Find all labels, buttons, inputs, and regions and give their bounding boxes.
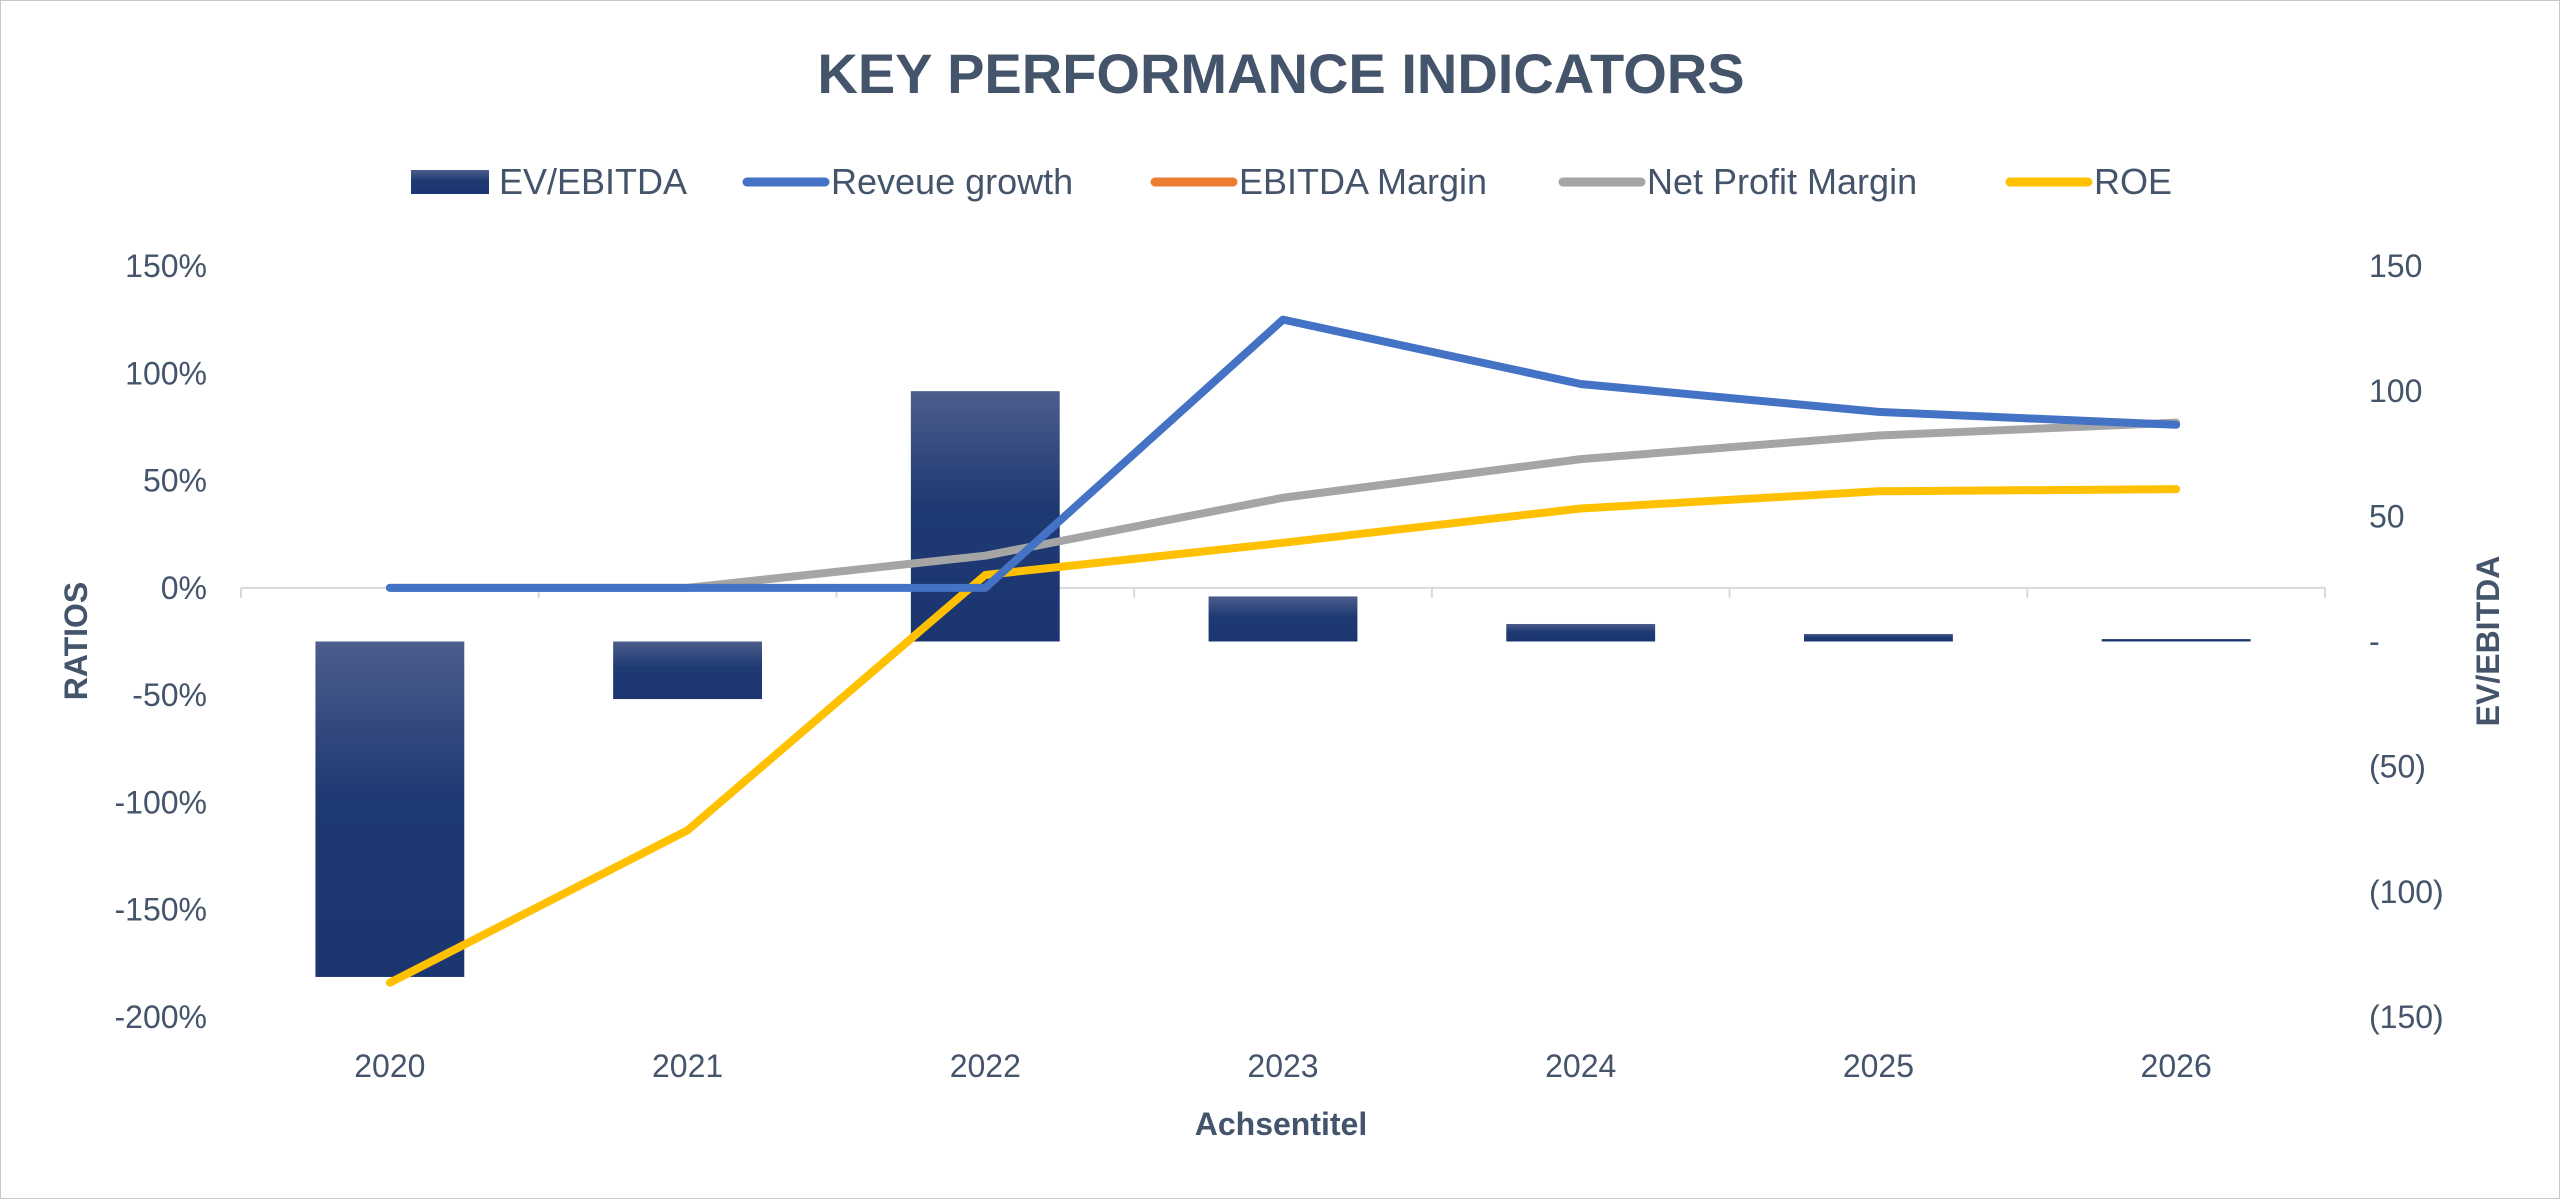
y-tick-label: -200% (115, 999, 208, 1035)
legend-swatch-ev-ebitda (411, 170, 489, 194)
legend-label-ev-ebitda: EV/EBITDA (499, 161, 687, 202)
bar-ev-ebitda (2101, 638, 2251, 642)
y-tick-label: -100% (115, 784, 208, 820)
x-tick-label: 2021 (652, 1048, 723, 1084)
legend: EV/EBITDA Reveue growth EBITDA Margin Net P… (411, 161, 2172, 202)
bar-ev-ebitda (1208, 596, 1358, 642)
y-axis-title: RATIOS (58, 582, 94, 701)
left-axis: -200% -150% -100% -50% 0% 50% 100% 150% (115, 248, 208, 1035)
line-reveue-growth (385, 315, 2181, 592)
legend-label-ebitda-margin: EBITDA Margin (1239, 161, 1487, 202)
bar-ev-ebitda (1506, 623, 1656, 642)
x-tick-label: 2020 (354, 1048, 425, 1084)
x-tick-label: 2025 (1843, 1048, 1914, 1084)
x-tick-label: 2022 (950, 1048, 1021, 1084)
y2-tick-label: 50 (2369, 498, 2405, 534)
x-tick-label: 2024 (1545, 1048, 1616, 1084)
right-axis: (150) (100) (50) - 50 100 150 (2369, 248, 2444, 1035)
x-tick-label: 2023 (1247, 1048, 1318, 1084)
bar-series (315, 391, 2251, 977)
y2-tick-label: (100) (2369, 874, 2444, 910)
line-series (385, 315, 2181, 987)
legend-label-reveue-growth: Reveue growth (831, 161, 1073, 202)
y-tick-label: 50% (143, 463, 207, 499)
bar-ev-ebitda (1804, 633, 1953, 642)
y2-tick-label: (50) (2369, 749, 2426, 785)
chart-title: KEY PERFORMANCE INDICATORS (817, 42, 1744, 105)
legend-label-roe: ROE (2094, 161, 2172, 202)
y2-tick-label: 150 (2369, 248, 2422, 284)
legend-label-net-profit-margin: Net Profit Margin (1647, 161, 1917, 202)
y-tick-label: 0% (161, 570, 207, 606)
line-roe (385, 485, 2181, 987)
y2-tick-label: (150) (2369, 999, 2444, 1035)
y2-axis-title: EV/EBITDA (2470, 556, 2506, 727)
y2-tick-label: 100 (2369, 373, 2422, 409)
line-net-profit-margin (385, 418, 2181, 592)
x-axis-title: Achsentitel (1195, 1106, 1367, 1142)
y2-tick-label: - (2369, 624, 2380, 660)
y-tick-label: 100% (125, 355, 207, 391)
bar-ev-ebitda (613, 641, 762, 700)
bar-ev-ebitda (315, 641, 465, 977)
y-tick-label: -150% (115, 892, 208, 928)
y-tick-label: 150% (125, 248, 207, 284)
y-tick-label: -50% (132, 677, 207, 713)
x-tick-label: 2026 (2141, 1048, 2212, 1084)
x-axis-labels: 2020 2021 2022 2023 2024 2025 2026 (354, 1048, 2211, 1084)
bar-ev-ebitda (910, 391, 1060, 642)
